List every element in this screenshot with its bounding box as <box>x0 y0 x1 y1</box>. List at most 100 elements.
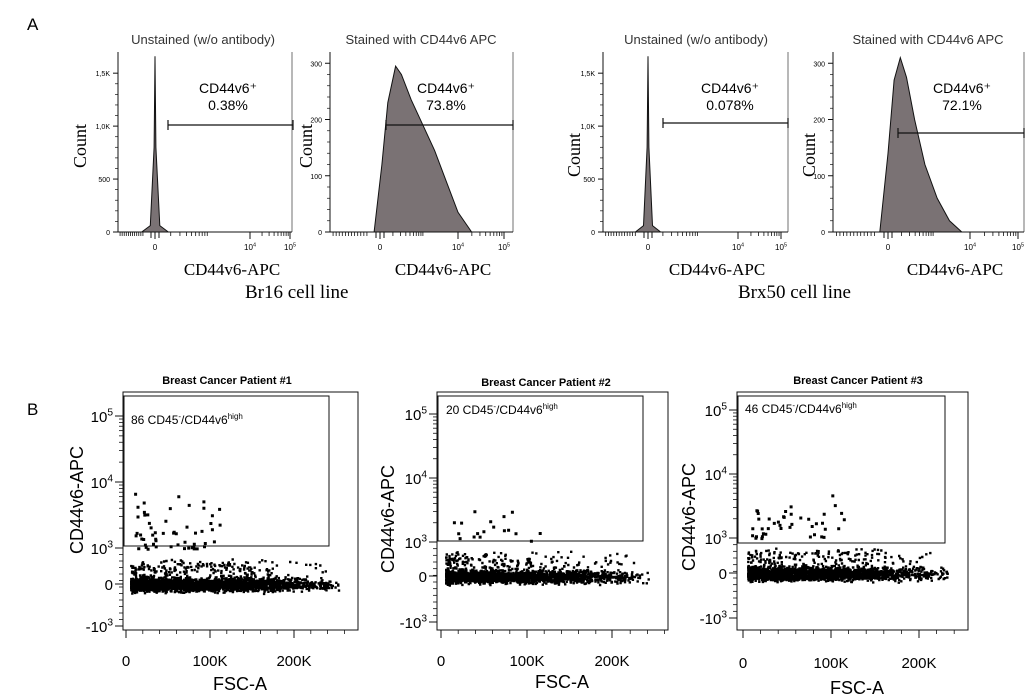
gate-label: CD44v6⁺ <box>933 80 991 96</box>
x-tick-label: 104 <box>452 242 464 252</box>
scatter-population <box>130 558 341 596</box>
scatter-high-events <box>751 494 846 541</box>
histogram-chart: Unstained (w/o antibody) 0 104 105 0 500 1,0K 1… <box>564 32 789 279</box>
x-axis-label: FSC-A <box>535 672 589 692</box>
x-axis-label: CD44v6-APC <box>395 260 491 279</box>
x-axis-label: FSC-A <box>213 674 267 694</box>
gate-rectangle <box>737 395 946 544</box>
x-tick-label: 200K <box>594 653 629 670</box>
scatter-chart: Breast Cancer Patient #3 46 CD45-/CD44v6h… <box>679 375 969 698</box>
scatter-population <box>747 547 949 584</box>
y-tick-label: -103 <box>700 609 728 628</box>
scatter-chart: Breast Cancer Patient #2 20 CD45-/CD44v6h… <box>378 377 669 692</box>
x-tick-label: 0 <box>739 655 747 672</box>
x-tick-label: 104 <box>964 242 976 252</box>
gate-percent: 0.38% <box>208 97 248 113</box>
y-tick-label: 104 <box>405 469 428 488</box>
y-tick-label: 105 <box>91 407 114 426</box>
histogram-series <box>140 56 170 233</box>
y-tick-label: -103 <box>400 613 428 632</box>
plot-frame <box>736 391 969 631</box>
panel-a-letter: A <box>27 15 39 34</box>
y-axis-label: Count <box>296 124 316 168</box>
y-tick-label: 104 <box>705 465 728 484</box>
gate-label: CD44v6⁺ <box>199 80 257 96</box>
plot-frame <box>436 391 669 631</box>
y-tick-label: 200 <box>310 118 322 125</box>
scatter-title: Breast Cancer Patient #3 <box>793 375 923 387</box>
gate-percent: 0.078% <box>706 97 753 113</box>
x-tick-label: 100K <box>813 655 848 672</box>
gate-label: 20 CD45-/CD44v6high <box>446 402 558 417</box>
x-axis-label: CD44v6-APC <box>184 260 280 279</box>
x-tick-label: 200K <box>901 655 936 672</box>
x-tick-label: 0 <box>886 243 891 252</box>
x-tick-label: 0 <box>122 653 130 670</box>
y-axis-label: CD44v6-APC <box>67 446 87 554</box>
y-tick-label: 500 <box>98 177 110 184</box>
x-tick-label: 200K <box>276 653 311 670</box>
y-tick-label: 1,5K <box>96 71 111 78</box>
y-axis-label: CD44v6-APC <box>679 463 699 571</box>
x-tick-label: 105 <box>1012 242 1024 252</box>
gate-rectangle <box>123 395 330 547</box>
y-tick-label: 0 <box>719 566 727 583</box>
y-tick-label: 0 <box>106 230 110 237</box>
x-tick-label: 0 <box>437 653 445 670</box>
scatter-high-events <box>134 492 222 551</box>
y-tick-label: 104 <box>91 473 114 492</box>
gate-rectangle <box>437 395 644 542</box>
y-axis-label: Count <box>799 133 819 177</box>
y-tick-label: 1,0K <box>96 124 111 131</box>
y-tick-label: 1,0K <box>581 124 596 131</box>
y-axis-label: Count <box>70 124 90 168</box>
x-tick-label: 105 <box>498 242 510 252</box>
scatter-chart: Breast Cancer Patient #1 86 CD45-/CD44v6h… <box>67 375 359 694</box>
y-tick-label: 0 <box>591 230 595 237</box>
histogram-title: Unstained (w/o antibody) <box>624 32 768 47</box>
x-tick-label: 0 <box>646 243 651 252</box>
x-tick-label: 100K <box>509 653 544 670</box>
gate-label: CD44v6⁺ <box>417 80 475 96</box>
histogram-chart: Stained with CD44v6 APC 0 104 105 0 100 200 300… <box>296 32 514 279</box>
cell-line-label-brx50: Brx50 cell line <box>738 282 851 303</box>
y-tick-label: 103 <box>705 529 728 548</box>
gate-label: 86 CD45-/CD44v6high <box>131 412 243 427</box>
gate-percent: 72.1% <box>942 97 982 113</box>
x-tick-label: 105 <box>284 242 296 252</box>
y-tick-label: 300 <box>310 61 322 68</box>
x-axis-label: CD44v6-APC <box>907 260 1003 279</box>
gate-label: 46 CD45-/CD44v6high <box>745 401 857 416</box>
y-tick-label: 0 <box>105 577 113 594</box>
gate-percent: 73.8% <box>426 97 466 113</box>
y-tick-label: 100 <box>813 174 825 181</box>
histogram-series <box>373 64 473 233</box>
x-axis-label: FSC-A <box>830 678 884 698</box>
y-tick-label: 105 <box>705 401 728 420</box>
x-tick-label: 104 <box>244 242 256 252</box>
histogram-title: Stained with CD44v6 APC <box>345 32 496 47</box>
x-axis-label: CD44v6-APC <box>669 260 765 279</box>
histogram-chart: Stained with CD44v6 APC 0 104 105 0 100 200 300… <box>799 32 1025 279</box>
y-tick-label: 103 <box>405 533 428 552</box>
y-tick-label: 200 <box>813 118 825 125</box>
cell-line-label-br16: Br16 cell line <box>245 282 348 303</box>
histogram-series <box>633 56 663 233</box>
scatter-population <box>445 550 650 587</box>
x-tick-label: 0 <box>153 243 158 252</box>
y-axis-label: CD44v6-APC <box>378 465 398 573</box>
x-tick-label: 0 <box>378 243 383 252</box>
histogram-series <box>879 55 964 233</box>
scatter-title: Breast Cancer Patient #1 <box>162 375 292 387</box>
y-tick-label: 1,5K <box>581 71 596 78</box>
histogram-chart: Unstained (w/o antibody) 0 104 105 0 500 1,0K 1… <box>70 32 296 279</box>
x-tick-label: 105 <box>775 242 787 252</box>
gate-label: CD44v6⁺ <box>701 80 759 96</box>
y-tick-label: 0 <box>419 569 427 586</box>
histogram-title: Stained with CD44v6 APC <box>852 32 1003 47</box>
x-tick-label: 100K <box>192 653 227 670</box>
y-tick-label: 300 <box>813 61 825 68</box>
plot-frame <box>122 391 359 631</box>
y-tick-label: 0 <box>318 230 322 237</box>
